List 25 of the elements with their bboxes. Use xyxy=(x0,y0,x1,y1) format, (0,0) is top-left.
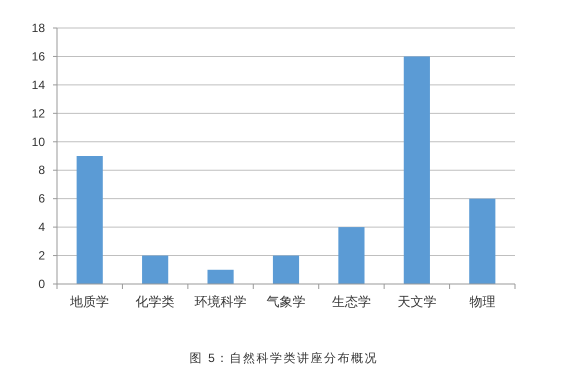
x-tick-label: 物理 xyxy=(469,294,496,309)
y-tick-label: 14 xyxy=(32,78,46,92)
y-tick-label: 8 xyxy=(38,163,46,178)
bar xyxy=(404,56,430,284)
y-tick-label: 16 xyxy=(32,49,46,64)
x-tick-label: 环境科学 xyxy=(194,294,247,309)
bar xyxy=(338,227,365,284)
x-tick-label: 化学类 xyxy=(136,294,175,309)
y-tick-label: 0 xyxy=(38,277,46,291)
bar xyxy=(207,270,234,284)
x-tick-label: 气象学 xyxy=(266,294,306,309)
y-tick-label: 4 xyxy=(38,220,46,234)
x-tick-label: 生态学 xyxy=(332,294,371,309)
bar xyxy=(142,256,168,284)
bar xyxy=(272,256,300,284)
y-tick-label: 18 xyxy=(32,21,46,35)
y-tick-label: 12 xyxy=(32,106,46,120)
bar xyxy=(76,156,103,284)
y-tick-label: 10 xyxy=(32,134,46,149)
caption: 图 5：自然科学类讲座分布概况 xyxy=(190,351,378,365)
x-tick-label: 天文学 xyxy=(397,294,436,309)
bar xyxy=(469,198,496,284)
x-tick-label: 地质学 xyxy=(69,294,110,309)
y-tick-label: 6 xyxy=(38,192,46,206)
y-tick-label: 2 xyxy=(38,248,46,263)
